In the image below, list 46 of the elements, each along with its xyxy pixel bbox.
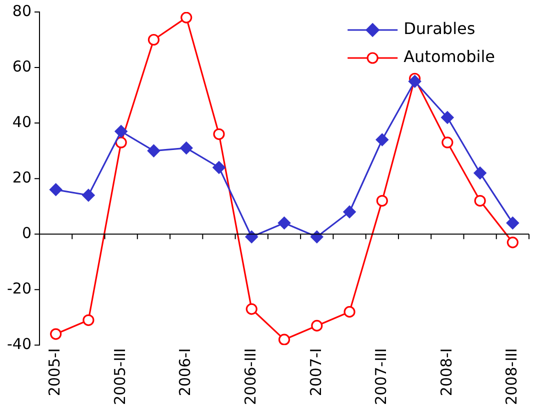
- point: [408, 75, 422, 88]
- point: [114, 125, 128, 138]
- point: [212, 161, 226, 174]
- x-tick-label: 2008-III: [502, 348, 521, 405]
- y-tick-label: -20: [7, 280, 32, 298]
- x-tick-label: 2006-III: [242, 348, 260, 405]
- y-tick-label: -40: [7, 335, 32, 354]
- x-tick-label: 2006-I: [176, 348, 194, 396]
- point: [310, 230, 324, 244]
- point: [278, 216, 291, 230]
- legend-label: Durables: [404, 19, 476, 38]
- point: [278, 334, 290, 346]
- point: [148, 34, 160, 46]
- y-tick-label: 80: [12, 2, 32, 20]
- y-tick-label: 0: [22, 224, 32, 242]
- y-tick-label: 40: [12, 112, 32, 131]
- point: [376, 133, 388, 146]
- point: [115, 136, 127, 148]
- point: [506, 236, 518, 248]
- x-tick-label: 2005-III: [110, 348, 129, 405]
- y-tick-label: 20: [12, 168, 32, 186]
- legend-label: Automobile: [404, 47, 496, 66]
- point: [376, 194, 388, 207]
- point: [474, 194, 486, 207]
- point: [246, 303, 258, 315]
- point: [147, 144, 160, 158]
- y-tick-label: 60: [12, 57, 32, 76]
- point: [180, 12, 192, 24]
- point: [82, 314, 94, 326]
- x-tick-label: 2008-I: [437, 348, 456, 396]
- point: [343, 206, 356, 218]
- point: [50, 183, 62, 196]
- x-tick-label: 2007-I: [306, 348, 325, 396]
- point: [442, 136, 454, 148]
- point: [441, 111, 454, 124]
- point: [474, 166, 486, 180]
- point: [344, 306, 356, 318]
- x-tick-label: 2007-III: [372, 348, 390, 405]
- point: [50, 328, 62, 340]
- point: [506, 216, 519, 230]
- point: [180, 142, 193, 154]
- point: [213, 128, 225, 140]
- point: [82, 188, 95, 202]
- x-tick-label: 2005-I: [46, 348, 64, 396]
- point: [311, 320, 323, 332]
- point: [245, 230, 258, 244]
